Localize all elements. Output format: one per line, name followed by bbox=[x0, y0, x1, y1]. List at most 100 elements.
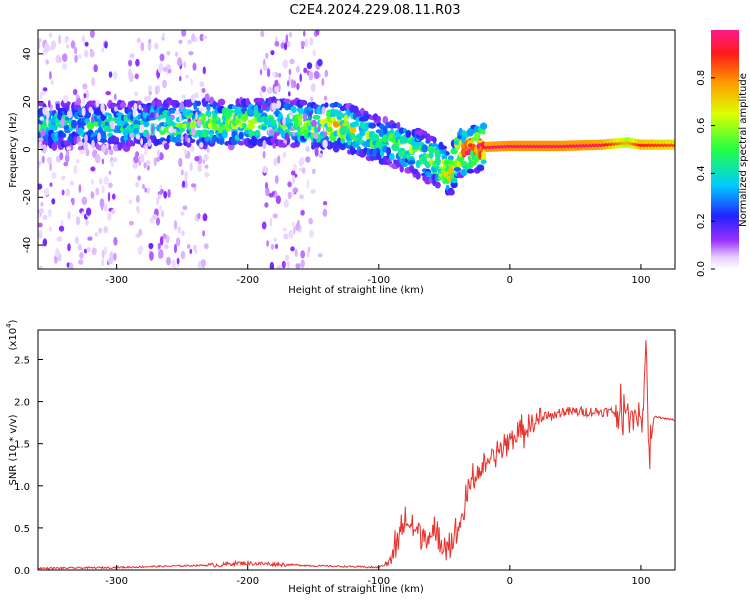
spectrogram-noise-cell bbox=[89, 50, 95, 58]
spectrogram-noise-cell bbox=[200, 259, 206, 267]
spectrogram-noise-cell bbox=[137, 209, 141, 214]
spectrogram-noise-cell bbox=[140, 41, 145, 52]
spectrogram-noise-cell bbox=[288, 229, 294, 239]
spectrogram-cell bbox=[261, 125, 267, 131]
spectrogram-noise-cell bbox=[322, 208, 328, 217]
spectrogram-noise-cell bbox=[143, 105, 148, 113]
spectrogram-noise-cell bbox=[195, 112, 198, 120]
spectrogram-x-label: Height of straight line (km) bbox=[288, 285, 424, 296]
spectrogram-cell bbox=[343, 114, 349, 124]
spectrogram-noise-cell bbox=[135, 181, 139, 188]
spectrogram-noise-cell bbox=[303, 30, 306, 37]
spectrogram-cell bbox=[446, 189, 455, 196]
spectrogram-noise-cell bbox=[272, 142, 277, 149]
spectrogram-noise-cell bbox=[264, 202, 269, 208]
spectrogram-cell bbox=[70, 119, 78, 129]
spectrogram-noise-cell bbox=[181, 94, 186, 99]
spectrogram-noise-cell bbox=[101, 47, 105, 53]
spectrogram-noise-cell bbox=[77, 54, 82, 59]
spectrogram-noise-cell bbox=[101, 258, 105, 267]
spectrogram-noise-cell bbox=[38, 124, 41, 130]
spectrogram-cell bbox=[271, 119, 277, 126]
spectrogram-cell bbox=[54, 118, 61, 124]
spectrogram-noise-cell bbox=[194, 156, 200, 162]
spectrogram-noise-cell bbox=[43, 188, 50, 196]
spectrogram-noise-cell bbox=[157, 149, 160, 158]
spectrogram-noise-cell bbox=[160, 188, 164, 194]
spectrogram-noise-cell bbox=[190, 183, 197, 188]
spectrogram-cell bbox=[419, 141, 424, 146]
spectrogram-noise-cell bbox=[275, 195, 281, 205]
spectrogram-cell bbox=[65, 103, 70, 111]
spectrogram-noise-cell bbox=[300, 259, 305, 269]
spectrogram-noise-cell bbox=[159, 236, 164, 246]
spectrogram-noise-cell bbox=[94, 153, 101, 164]
spectrogram-noise-cell bbox=[184, 170, 188, 180]
spectrogram-noise-cell bbox=[91, 247, 97, 256]
spectrogram-noise-cell bbox=[272, 213, 278, 219]
spectrogram-cell bbox=[62, 133, 67, 138]
spectrogram-noise-cell bbox=[299, 194, 304, 200]
spectrogram-noise-cell bbox=[189, 248, 193, 255]
spectrogram-noise-cell bbox=[114, 93, 117, 101]
spectrogram-noise-cell bbox=[39, 116, 44, 121]
spectrogram-noise-cell bbox=[179, 76, 182, 82]
spectrogram-noise-cell bbox=[41, 155, 45, 164]
spectrogram-noise-cell bbox=[300, 156, 305, 165]
spectrogram-noise-cell bbox=[137, 175, 142, 181]
spectrogram-cell bbox=[441, 145, 447, 150]
spectrogram-cell bbox=[450, 148, 458, 155]
spectrogram-noise-cell bbox=[167, 189, 171, 198]
spectrogram-noise-cell bbox=[199, 142, 204, 148]
spectrogram-noise-cell bbox=[45, 59, 49, 65]
spectrogram-noise-cell bbox=[174, 51, 179, 57]
spectrogram-noise-cell bbox=[79, 251, 84, 260]
spectrogram-cell bbox=[297, 114, 303, 121]
y-tick-label: 1.5 bbox=[14, 440, 30, 451]
spectrogram-noise-cell bbox=[38, 212, 41, 218]
spectrogram-noise-cell bbox=[292, 174, 296, 185]
snr-y-label: SNR (10 * v/v) bbox=[8, 414, 19, 485]
spectrogram-noise-cell bbox=[84, 49, 89, 58]
spectrogram-noise-cell bbox=[288, 68, 292, 76]
spectrogram-noise-cell bbox=[308, 71, 314, 81]
spectrogram-noise-cell bbox=[90, 178, 94, 185]
spectrogram-noise-cell bbox=[191, 33, 196, 42]
spectrogram-cell bbox=[340, 143, 346, 148]
spectrogram-noise-cell bbox=[82, 97, 85, 105]
spectrogram-noise-cell bbox=[50, 79, 54, 85]
spectrogram-noise-cell bbox=[132, 109, 137, 118]
spectrogram-noise-cell bbox=[180, 250, 186, 260]
spectrogram-noise-cell bbox=[90, 191, 95, 199]
y-tick-label: -20 bbox=[22, 189, 33, 205]
spectrogram-noise-cell bbox=[190, 78, 193, 86]
spectrogram-noise-cell bbox=[128, 220, 134, 226]
spectrogram-noise-cell bbox=[304, 38, 308, 48]
spectrogram-noise-cell bbox=[93, 64, 98, 73]
colorbar-tick-label: 0.2 bbox=[696, 213, 707, 229]
spectrogram-noise-cell bbox=[95, 142, 100, 150]
spectrogram-cell bbox=[399, 164, 404, 173]
spectrogram-noise-cell bbox=[270, 50, 275, 56]
spectrogram-noise-cell bbox=[75, 124, 79, 134]
spectrogram-noise-cell bbox=[85, 148, 90, 157]
spectrogram-cell bbox=[342, 122, 350, 127]
spectrogram-noise-cell bbox=[270, 243, 275, 250]
spectrogram-noise-cell bbox=[286, 80, 290, 87]
spectrogram-cell bbox=[255, 130, 260, 137]
spectrogram-noise-cell bbox=[199, 33, 204, 42]
spectrogram-noise-cell bbox=[178, 157, 183, 167]
spectrogram-noise-cell bbox=[113, 236, 118, 246]
spectrogram-noise-cell bbox=[261, 85, 267, 93]
spectrogram-noise-cell bbox=[56, 236, 63, 242]
spectrogram-noise-cell bbox=[202, 213, 208, 222]
spectrogram-noise-cell bbox=[134, 91, 138, 96]
spectrogram-noise-cell bbox=[203, 243, 209, 250]
spectrogram-noise-cell bbox=[269, 261, 275, 269]
spectrogram-cell bbox=[391, 143, 400, 152]
spectrogram-noise-cell bbox=[144, 187, 148, 193]
spectrogram-noise-cell bbox=[300, 40, 306, 48]
spectrogram-cell bbox=[185, 141, 192, 148]
spectrogram-noise-cell bbox=[322, 201, 328, 206]
